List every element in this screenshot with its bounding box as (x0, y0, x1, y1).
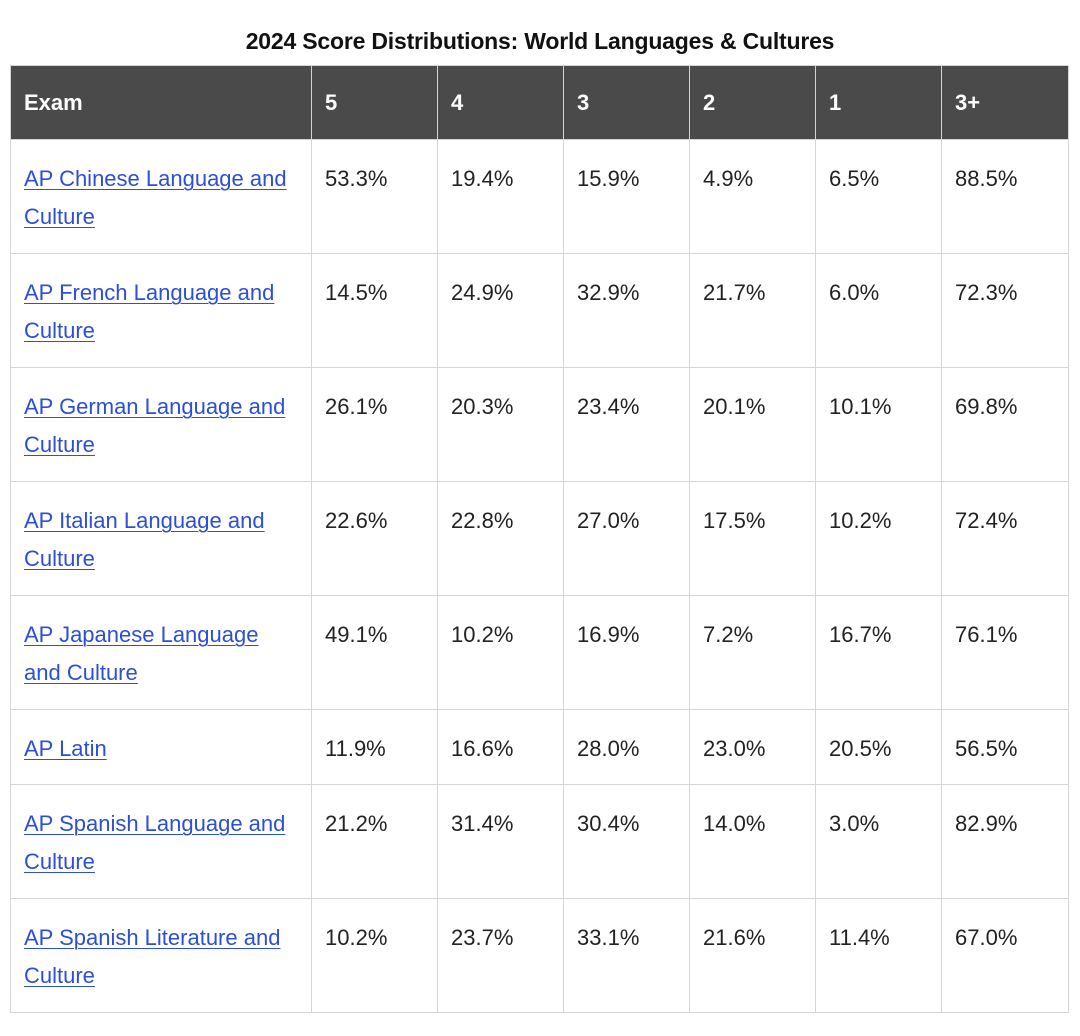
score-4-cell: 16.6% (437, 709, 564, 785)
table-row: AP Latin 11.9% 16.6% 28.0% 23.0% 20.5% 5… (10, 709, 1069, 785)
score-3-cell: 23.4% (563, 367, 690, 482)
table-row: AP Italian Language and Culture 22.6% 22… (10, 481, 1069, 596)
score-2-cell: 23.0% (689, 709, 816, 785)
score-4-cell: 22.8% (437, 481, 564, 596)
score-2-cell: 7.2% (689, 595, 816, 710)
score-3-plus-cell: 72.4% (941, 481, 1069, 596)
score-1-cell: 20.5% (815, 709, 942, 785)
header-score-3-plus: 3+ (941, 65, 1069, 140)
exam-cell: AP Latin (10, 709, 312, 785)
score-4-cell: 23.7% (437, 898, 564, 1013)
score-3-plus-cell: 82.9% (941, 784, 1069, 899)
exam-cell: AP Spanish Language and Culture (10, 784, 312, 899)
exam-link[interactable]: AP Spanish Language and Culture (24, 811, 286, 874)
score-3-cell: 28.0% (563, 709, 690, 785)
score-3-cell: 30.4% (563, 784, 690, 899)
exam-link[interactable]: AP Spanish Literature and Culture (24, 925, 281, 988)
table-row: AP German Language and Culture 26.1% 20.… (10, 367, 1069, 482)
score-4-cell: 10.2% (437, 595, 564, 710)
score-2-cell: 4.9% (689, 139, 816, 254)
exam-link[interactable]: AP French Language and Culture (24, 280, 275, 343)
table-caption: 2024 Score Distributions: World Language… (245, 28, 835, 54)
table-row: AP Chinese Language and Culture 53.3% 19… (10, 139, 1069, 254)
score-3-plus-cell: 72.3% (941, 253, 1069, 368)
score-2-cell: 14.0% (689, 784, 816, 899)
table-body: AP Chinese Language and Culture 53.3% 19… (10, 139, 1069, 1013)
score-5-cell: 14.5% (311, 253, 438, 368)
exam-link[interactable]: AP Latin (24, 736, 107, 761)
score-5-cell: 26.1% (311, 367, 438, 482)
exam-cell: AP French Language and Culture (10, 253, 312, 368)
score-5-cell: 10.2% (311, 898, 438, 1013)
exam-cell: AP Italian Language and Culture (10, 481, 312, 596)
score-4-cell: 20.3% (437, 367, 564, 482)
header-score-1: 1 (815, 65, 942, 140)
score-3-cell: 33.1% (563, 898, 690, 1013)
score-1-cell: 11.4% (815, 898, 942, 1013)
score-4-cell: 24.9% (437, 253, 564, 368)
table-header: Exam 5 4 3 2 1 3+ (10, 65, 1069, 140)
score-4-cell: 31.4% (437, 784, 564, 899)
score-5-cell: 22.6% (311, 481, 438, 596)
score-3-plus-cell: 88.5% (941, 139, 1069, 254)
exam-link[interactable]: AP Chinese Language and Culture (24, 166, 287, 229)
score-3-plus-cell: 69.8% (941, 367, 1069, 482)
table-row: AP Japanese Language and Culture 49.1% 1… (10, 595, 1069, 710)
score-5-cell: 53.3% (311, 139, 438, 254)
score-3-cell: 15.9% (563, 139, 690, 254)
header-score-5: 5 (311, 65, 438, 140)
score-5-cell: 11.9% (311, 709, 438, 785)
header-score-3: 3 (563, 65, 690, 140)
score-3-cell: 27.0% (563, 481, 690, 596)
header-score-2: 2 (689, 65, 816, 140)
score-1-cell: 3.0% (815, 784, 942, 899)
score-3-cell: 32.9% (563, 253, 690, 368)
score-3-plus-cell: 67.0% (941, 898, 1069, 1013)
score-5-cell: 21.2% (311, 784, 438, 899)
header-score-4: 4 (437, 65, 564, 140)
table-row: AP French Language and Culture 14.5% 24.… (10, 253, 1069, 368)
score-1-cell: 6.0% (815, 253, 942, 368)
score-2-cell: 17.5% (689, 481, 816, 596)
header-exam: Exam (10, 65, 312, 140)
score-2-cell: 21.7% (689, 253, 816, 368)
score-1-cell: 10.2% (815, 481, 942, 596)
exam-cell: AP Spanish Literature and Culture (10, 898, 312, 1013)
exam-cell: AP Japanese Language and Culture (10, 595, 312, 710)
score-1-cell: 10.1% (815, 367, 942, 482)
score-2-cell: 21.6% (689, 898, 816, 1013)
score-4-cell: 19.4% (437, 139, 564, 254)
header-row: Exam 5 4 3 2 1 3+ (10, 65, 1069, 140)
score-3-plus-cell: 56.5% (941, 709, 1069, 785)
score-3-cell: 16.9% (563, 595, 690, 710)
score-5-cell: 49.1% (311, 595, 438, 710)
table-row: AP Spanish Language and Culture 21.2% 31… (10, 784, 1069, 899)
exam-cell: AP Chinese Language and Culture (10, 139, 312, 254)
exam-link[interactable]: AP Italian Language and Culture (24, 508, 265, 571)
exam-link[interactable]: AP Japanese Language and Culture (24, 622, 259, 685)
score-3-plus-cell: 76.1% (941, 595, 1069, 710)
score-2-cell: 20.1% (689, 367, 816, 482)
score-distribution-table: Exam 5 4 3 2 1 3+ AP Chinese Language an… (10, 65, 1069, 1013)
score-1-cell: 16.7% (815, 595, 942, 710)
score-1-cell: 6.5% (815, 139, 942, 254)
exam-cell: AP German Language and Culture (10, 367, 312, 482)
exam-link[interactable]: AP German Language and Culture (24, 394, 286, 457)
table-row: AP Spanish Literature and Culture 10.2% … (10, 898, 1069, 1013)
